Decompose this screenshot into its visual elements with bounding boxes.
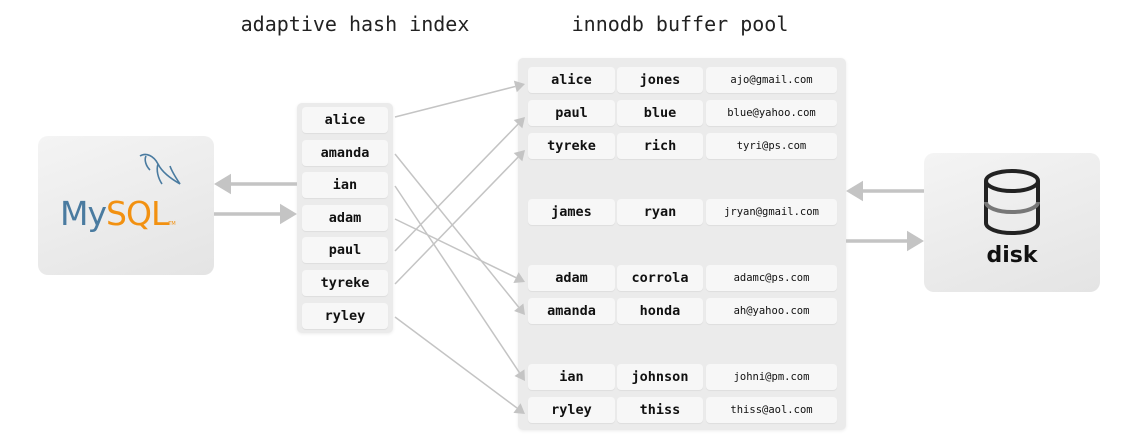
- buffer-pool-first-cell: ryley: [528, 397, 615, 423]
- buffer-pool-first-cell: adam: [528, 265, 615, 291]
- buffer-pool-panel: alice jones ajo@gmail.com paul blue blue@yaho…: [518, 58, 846, 430]
- disk-label: disk: [986, 243, 1038, 268]
- buffer-pool-last-cell: thiss: [617, 397, 703, 423]
- mapping-arrow-tyreke: [394, 150, 525, 285]
- arrow-from-disk: [846, 180, 924, 202]
- arrow-to-disk: [846, 230, 924, 252]
- mapping-arrow-ian: [394, 185, 525, 381]
- hash-index-entry: amanda: [302, 140, 388, 166]
- buffer-pool-first-cell: james: [528, 199, 615, 225]
- mysql-logo-my: My: [60, 194, 107, 233]
- buffer-pool-email-cell: johni@pm.com: [706, 364, 837, 390]
- hash-index-entry: paul: [302, 237, 388, 263]
- buffer-pool-email-cell: adamc@ps.com: [706, 265, 837, 291]
- buffer-pool-last-cell: ryan: [617, 199, 703, 225]
- buffer-pool-first-cell: alice: [528, 67, 615, 93]
- buffer-pool-last-cell: jones: [617, 67, 703, 93]
- buffer-pool-first-cell: amanda: [528, 298, 615, 324]
- buffer-pool-last-cell: corrola: [617, 265, 703, 291]
- buffer-pool-first-cell: ian: [528, 364, 615, 390]
- buffer-pool-email-cell: jryan@gmail.com: [706, 199, 837, 225]
- hash-index-entry: ian: [302, 172, 388, 198]
- buffer-pool-last-cell: rich: [617, 133, 703, 159]
- hash-index-entry: alice: [302, 107, 388, 133]
- buffer-pool-first-cell: paul: [528, 100, 615, 126]
- mapping-arrow-adam: [394, 218, 525, 284]
- mysql-box: MySQLTM: [38, 136, 214, 275]
- buffer-pool-email-cell: tyri@ps.com: [706, 133, 837, 159]
- mysql-logo-sql: SQL: [106, 194, 169, 233]
- hash-index-entry: adam: [302, 205, 388, 231]
- buffer-pool-first-cell: tyreke: [528, 133, 615, 159]
- hash-index-entry: tyreke: [302, 270, 388, 296]
- mapping-arrow-amanda: [394, 153, 525, 315]
- mysql-dolphin-icon: [139, 153, 181, 185]
- buffer-pool-email-cell: ajo@gmail.com: [706, 67, 837, 93]
- buffer-pool-email-cell: blue@yahoo.com: [706, 100, 837, 126]
- arrow-to-mysql: [214, 173, 297, 195]
- hash-index-title: adaptive hash index: [240, 12, 470, 36]
- mapping-arrow-paul: [394, 117, 525, 252]
- arrow-from-mysql: [214, 203, 297, 225]
- mapping-arrow-alice: [394, 80, 525, 118]
- disk-box: disk: [924, 153, 1100, 292]
- buffer-pool-email-cell: ah@yahoo.com: [706, 298, 837, 324]
- buffer-pool-last-cell: blue: [617, 100, 703, 126]
- buffer-pool-email-cell: thiss@aol.com: [706, 397, 837, 423]
- hash-index-entry: ryley: [302, 303, 388, 329]
- buffer-pool-last-cell: honda: [617, 298, 703, 324]
- hash-index-panel: alice amanda ian adam paul tyreke ryley: [297, 103, 393, 333]
- mapping-arrow-ryley: [394, 316, 525, 414]
- mysql-logo-tm: TM: [168, 221, 176, 227]
- buffer-pool-last-cell: johnson: [617, 364, 703, 390]
- buffer-pool-title: innodb buffer pool: [571, 12, 789, 36]
- database-cylinder-icon: [984, 169, 1040, 235]
